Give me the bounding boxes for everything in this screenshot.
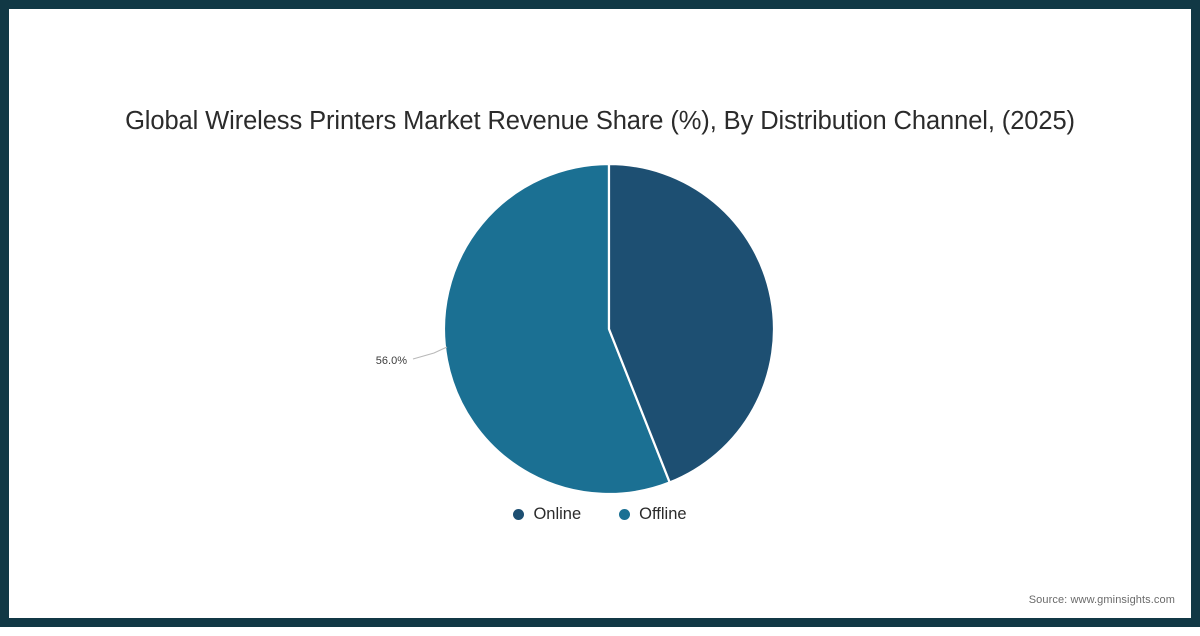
legend-dot-icon-online (513, 509, 525, 520)
pie-slice-online[interactable] (607, 162, 776, 484)
chart-canvas: Global Wireless Printers Market Revenue … (9, 9, 1191, 618)
source-attribution: Source: www.gminsights.com (1028, 594, 1175, 606)
pie-slice-offline[interactable] (442, 162, 672, 496)
legend-item-online[interactable]: Online (513, 505, 581, 524)
offline-label-leader-line (412, 346, 448, 360)
pie-chart: 56.0% (376, 162, 776, 496)
legend-dot-icon-offline (619, 509, 631, 520)
page-title: Global Wireless Printers Market Revenue … (125, 107, 1075, 135)
legend-label-online: Online (533, 505, 582, 523)
pie-label-offline: 56.0% (376, 355, 407, 367)
chart-legend: Online Offline (9, 505, 1191, 524)
legend-item-offline[interactable]: Offline (619, 505, 687, 524)
legend-label-offline: Offline (639, 505, 687, 523)
